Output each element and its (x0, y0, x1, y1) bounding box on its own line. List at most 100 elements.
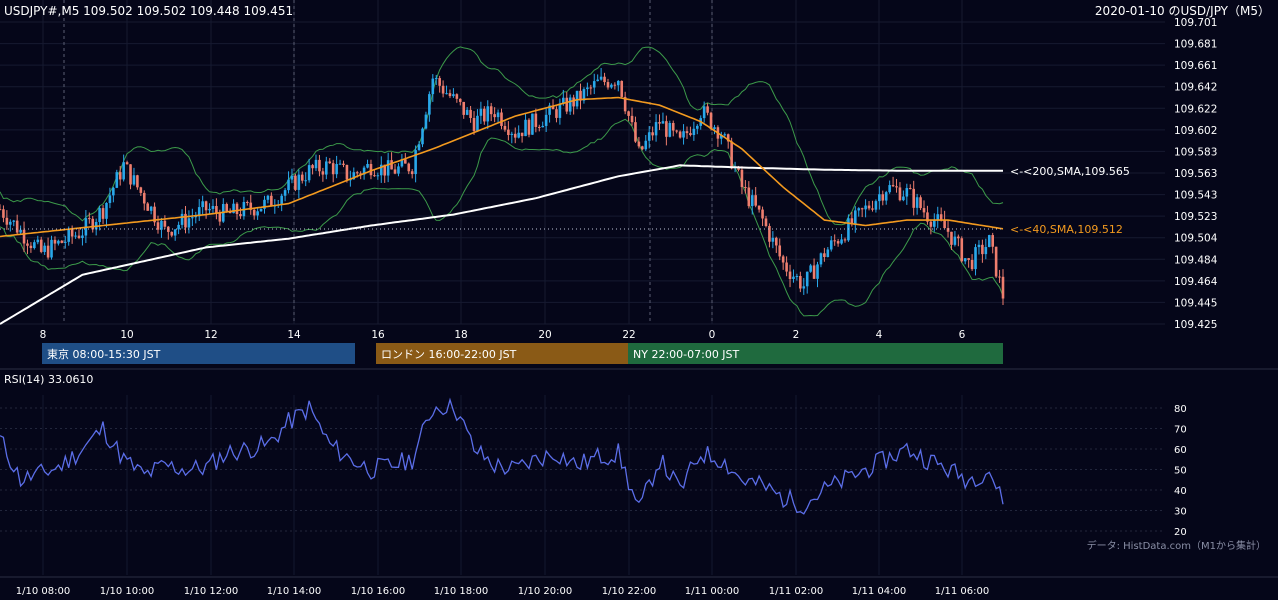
candle-body (936, 214, 940, 221)
candle-body (112, 187, 115, 196)
candle-body (702, 106, 706, 119)
candle-body (300, 174, 304, 181)
candle-body (118, 172, 122, 180)
candle-body (88, 218, 91, 220)
candle-body (246, 201, 249, 203)
rsi-tick-label: 70 (1174, 425, 1187, 436)
candle-body (218, 212, 222, 222)
candle-body (314, 159, 318, 169)
candle-body (204, 201, 208, 211)
candle-body (376, 175, 380, 177)
candle-body (50, 239, 53, 258)
candle-body (249, 202, 253, 210)
candle-body (142, 192, 146, 204)
rsi-tick-label: 30 (1174, 507, 1187, 518)
candle-body (860, 208, 864, 210)
hour-tick-label: 20 (538, 329, 551, 341)
time-axis: 1/10 08:00 1/10 10:00 1/10 12:00 1/10 14:00… (16, 586, 989, 597)
candle-body (290, 175, 294, 180)
candle-body (177, 224, 180, 230)
sma200-line (0, 164, 1003, 325)
candle-body (33, 242, 36, 249)
candle-body (568, 97, 572, 112)
candle-body (685, 131, 689, 134)
candle-body (627, 111, 630, 116)
candle-body (53, 239, 57, 244)
candle-body (63, 241, 67, 243)
candle-body (452, 94, 455, 97)
candle-body (270, 195, 273, 207)
candle-body (136, 175, 139, 188)
candle-body (905, 188, 909, 197)
session-tokyo-label: 東京 08:00-15:30 JST (47, 347, 161, 361)
candle-body (201, 201, 204, 208)
candle-body (974, 247, 977, 270)
time-tick-label: 1/10 16:00 (351, 586, 405, 597)
price-tick-label: 109.425 (1174, 319, 1217, 331)
candle-body (857, 208, 861, 211)
candle-body (81, 235, 84, 239)
rsi-tick-label: 80 (1174, 404, 1187, 415)
candle-body (795, 275, 799, 277)
session-london-label: ロンドン 16:00-22:00 JST (381, 348, 517, 361)
candle-body (654, 122, 658, 136)
candle-body (644, 140, 648, 150)
candle-body (613, 84, 617, 86)
candle-body (194, 216, 198, 218)
candle-body (469, 109, 472, 118)
candle-body (400, 159, 404, 167)
candle-body (283, 190, 287, 196)
hour-tick-label: 16 (371, 329, 385, 341)
candle-body (232, 203, 235, 214)
candle-body (438, 78, 441, 86)
candle-body (991, 235, 994, 247)
candle-body (695, 125, 699, 129)
candle-body (297, 174, 301, 190)
candle-body (404, 159, 407, 164)
bb-upper (0, 46, 1004, 226)
candle-body (22, 229, 26, 244)
candle-body (908, 188, 912, 190)
candle-body (953, 236, 957, 245)
candle-body (98, 208, 101, 223)
candle-body (12, 220, 16, 222)
candle-body (785, 262, 788, 272)
candle-body (424, 114, 428, 129)
candle-body (369, 163, 373, 176)
candle-body (819, 253, 823, 265)
candle-body (191, 217, 194, 219)
candle-body (57, 240, 60, 244)
candle-body (781, 256, 785, 263)
candle-body (977, 244, 981, 248)
candle-body (386, 160, 390, 176)
candle-body (740, 169, 744, 188)
candle-body (912, 188, 915, 208)
candle-body (939, 214, 943, 220)
candle-body (565, 97, 569, 112)
candle-body (970, 259, 974, 270)
candle-body (665, 121, 668, 137)
candle-body (187, 218, 191, 228)
candle-body (864, 205, 867, 210)
hour-tick-label: 4 (876, 329, 883, 341)
candle-body (362, 167, 366, 175)
candle-body (926, 212, 929, 222)
candle-body (531, 113, 534, 135)
candle-body (496, 112, 500, 118)
bb-lower (0, 118, 1004, 317)
candle-body (359, 173, 362, 175)
candle-body (321, 171, 325, 175)
candle-body (922, 208, 926, 213)
candle-body (153, 206, 156, 223)
candle-body (184, 213, 187, 228)
candle-body (747, 187, 751, 207)
candle-body (139, 187, 143, 193)
candle-body (599, 76, 603, 80)
session-ny-label: NY 22:00-07:00 JST (633, 348, 740, 361)
candle-body (878, 194, 881, 202)
candle-body (338, 163, 342, 165)
candle-body (486, 106, 490, 122)
price-tick-label: 109.602 (1174, 125, 1217, 137)
candle-body (843, 239, 847, 241)
